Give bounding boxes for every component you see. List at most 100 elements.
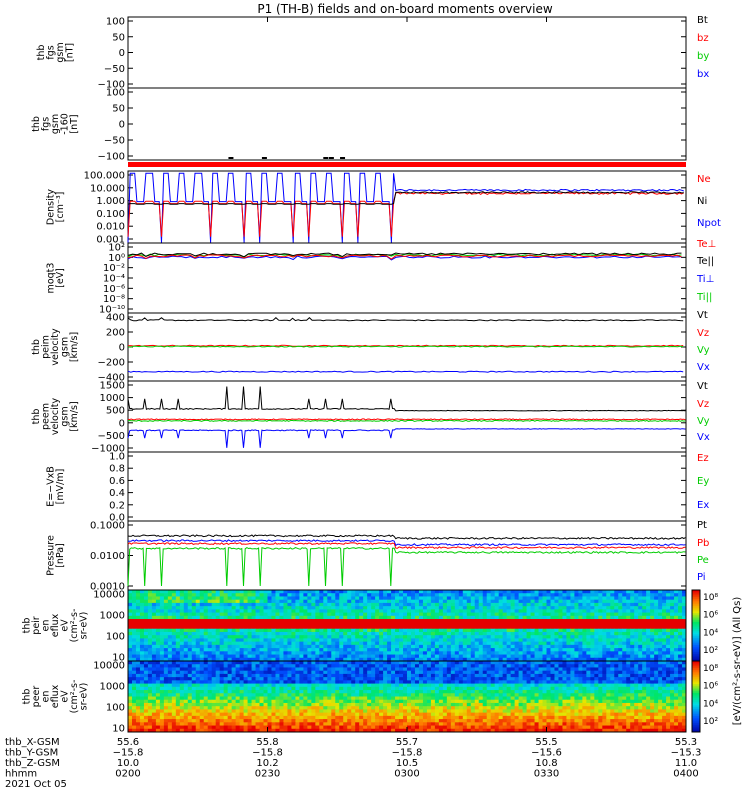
spectrogram-cell: [634, 615, 639, 620]
spectrogram-cell: [482, 673, 488, 678]
spectrogram-cell: [323, 661, 328, 665]
spectrogram-cell: [167, 635, 173, 639]
spectrogram-cell: [618, 657, 623, 662]
spectrogram-cell: [407, 622, 412, 626]
spectrogram-cell: [159, 599, 165, 604]
spectrogram-cell: [227, 609, 233, 614]
spectrogram-cell: [578, 590, 583, 594]
spectrogram-cell: [335, 606, 340, 610]
spectrogram-cell: [614, 693, 619, 697]
spectrogram-cell: [606, 628, 611, 633]
spectrogram-cell: [598, 648, 603, 652]
spectrogram-cell: [490, 599, 496, 604]
spectrogram-cell: [626, 686, 631, 691]
spectrogram-cell: [462, 654, 468, 659]
spectrogram-cell: [227, 644, 233, 649]
spectrogram-cell: [446, 596, 452, 601]
spectrogram-cell: [327, 596, 332, 601]
spectrogram-cell: [578, 680, 583, 685]
spectrogram-cell: [502, 644, 508, 649]
spectrogram-cell: [586, 635, 591, 639]
spectrogram-cell: [243, 673, 249, 678]
spectrogram-cell: [175, 628, 181, 633]
spectrogram-cell: [271, 609, 276, 614]
spectrogram-cell: [422, 596, 428, 601]
spectrogram-cell: [323, 606, 328, 610]
spectrogram-cell: [450, 693, 456, 697]
spectrogram-cell: [187, 648, 193, 652]
spectrogram-cell: [195, 651, 201, 656]
spectrogram-cell: [195, 628, 201, 633]
spectrogram-cell: [251, 596, 257, 601]
panel-frame: [127, 16, 687, 89]
spectrogram-cell: [570, 612, 575, 617]
spectrogram-cell: [434, 677, 440, 681]
spectrogram-cell: [526, 690, 532, 694]
spectrogram-cell: [327, 641, 332, 646]
spectrogram-cell: [287, 690, 292, 694]
spectrogram-cell: [271, 661, 276, 665]
spectrogram-cell: [594, 631, 599, 636]
spectrogram-cell: [502, 654, 508, 659]
spectrogram-cell: [271, 596, 276, 601]
spectrogram-cell: [347, 686, 352, 691]
spectrogram-cell: [227, 612, 233, 617]
spectrogram-cell: [379, 693, 384, 697]
spectrogram-cell: [470, 635, 476, 639]
spectrogram-cell: [566, 670, 571, 675]
spectrogram-cell: [478, 625, 484, 630]
spectrogram-cell: [399, 596, 404, 601]
spectrogram-cell: [578, 609, 583, 614]
spectrogram-cell: [315, 635, 320, 639]
spectrogram-cell: [614, 635, 619, 639]
spectrogram-cell: [331, 690, 336, 694]
spectrogram-cell: [243, 651, 249, 656]
spectrogram-cell: [534, 615, 540, 620]
spectrogram-cell: [239, 696, 245, 701]
spectrogram-cell: [187, 686, 193, 691]
spectrogram-cell: [614, 631, 619, 636]
spectrogram-cell: [147, 615, 153, 620]
spectrogram-cell: [151, 673, 157, 678]
spectrogram-cell: [654, 635, 659, 639]
spectrogram-cell: [347, 638, 352, 643]
spectrogram-cell: [175, 622, 181, 626]
spectrogram-cell: [255, 680, 261, 685]
spectrogram-cell: [183, 631, 189, 636]
spectrogram-cell: [231, 664, 237, 668]
spectrogram-cell: [167, 619, 173, 623]
spectrogram-cell: [582, 622, 587, 626]
y-tick-label: 0.2: [109, 500, 125, 511]
spectrogram-cell: [291, 593, 296, 597]
spectrogram-cell: [311, 670, 316, 675]
spectrogram-cell: [422, 677, 428, 681]
spectrogram-cell: [339, 606, 344, 610]
spectrogram-cell: [446, 599, 452, 604]
spectrogram-cell: [498, 654, 504, 659]
spectrogram-cell: [546, 593, 551, 597]
spectrogram-cell: [283, 677, 288, 681]
spectrogram-cell: [243, 644, 249, 649]
spectrogram-cell: [418, 644, 424, 649]
spectrogram-cell: [243, 596, 249, 601]
spectrogram-cell: [450, 696, 456, 701]
spectrogram-cell: [379, 651, 384, 656]
spectrogram-cell: [331, 615, 336, 620]
spectrogram-cell: [159, 661, 165, 665]
spectrogram-cell: [179, 683, 185, 688]
spectrogram-cell: [331, 625, 336, 630]
spectrogram-cell: [466, 648, 472, 652]
spectrogram-cell: [586, 651, 591, 656]
spectrogram-cell: [327, 622, 332, 626]
spectrogram-cell: [299, 602, 304, 607]
spectrogram-cell: [586, 625, 591, 630]
y-tick-label: 0.0010: [90, 582, 125, 593]
spectrogram-cell: [410, 693, 416, 697]
spectrogram-cell: [638, 619, 643, 623]
spectrogram-cell: [363, 599, 368, 604]
spectrogram-cell: [558, 690, 563, 694]
spectrogram-cell: [375, 680, 380, 685]
spectrogram-cell: [462, 596, 468, 601]
spectrogram-cell: [526, 680, 532, 685]
spectrogram-cell: [494, 651, 500, 656]
